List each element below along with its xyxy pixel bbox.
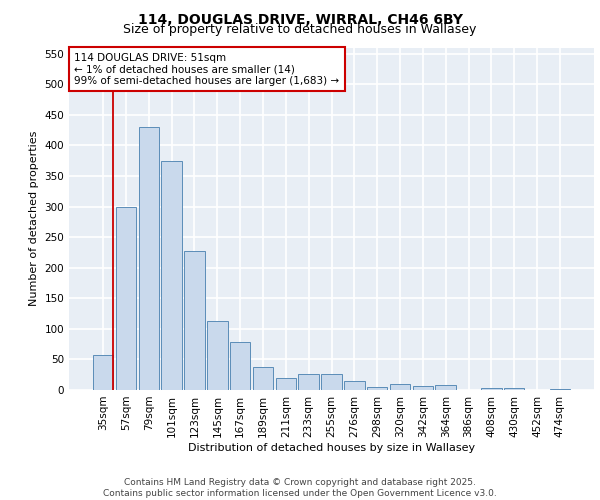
Bar [413,386,433,390]
Text: 114, DOUGLAS DRIVE, WIRRAL, CH46 6BY: 114, DOUGLAS DRIVE, WIRRAL, CH46 6BY [137,12,463,26]
Bar [390,384,410,390]
Bar [116,206,136,390]
Text: Contains HM Land Registry data © Crown copyright and database right 2025.
Contai: Contains HM Land Registry data © Crown c… [103,478,497,498]
Bar [93,355,113,390]
Bar [207,321,227,390]
Bar [253,367,273,390]
Bar [504,388,524,390]
Text: 114 DOUGLAS DRIVE: 51sqm
← 1% of detached houses are smaller (14)
99% of semi-de: 114 DOUGLAS DRIVE: 51sqm ← 1% of detache… [74,52,340,86]
Bar [367,387,388,390]
X-axis label: Distribution of detached houses by size in Wallasey: Distribution of detached houses by size … [188,442,475,452]
Bar [139,127,159,390]
Y-axis label: Number of detached properties: Number of detached properties [29,131,39,306]
Bar [321,374,342,390]
Bar [230,342,250,390]
Bar [275,378,296,390]
Bar [436,385,456,390]
Text: Size of property relative to detached houses in Wallasey: Size of property relative to detached ho… [124,22,476,36]
Bar [298,374,319,390]
Bar [344,381,365,390]
Bar [184,250,205,390]
Bar [481,388,502,390]
Bar [161,160,182,390]
